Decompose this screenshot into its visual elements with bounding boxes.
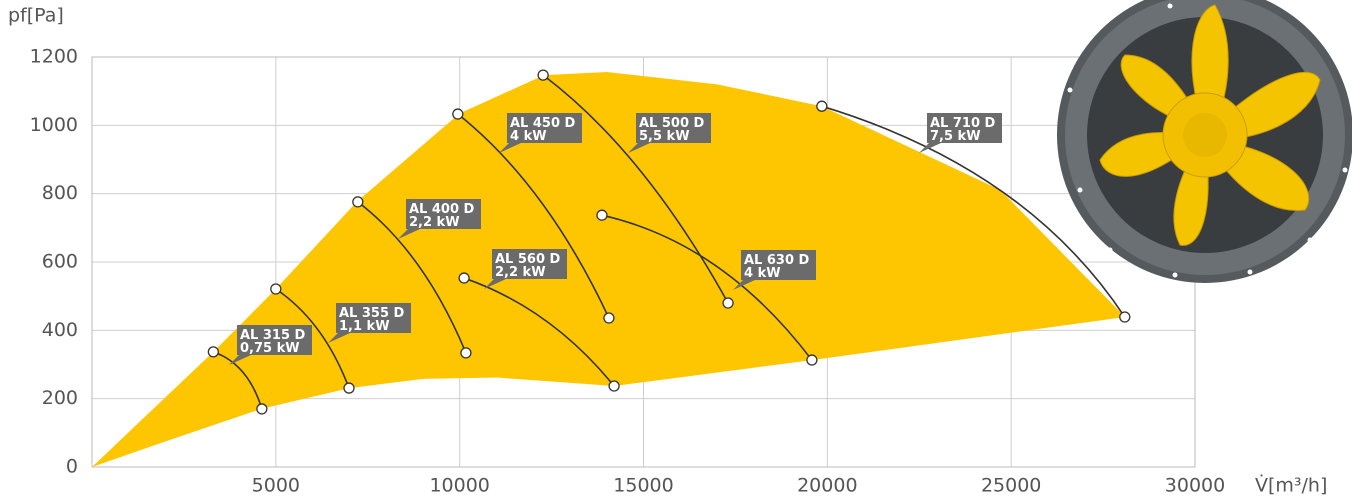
label-box: [484, 249, 567, 289]
x-tick-label: 25000: [981, 475, 1041, 497]
y-tick-label: 1200: [30, 46, 78, 68]
y-tick-label: 400: [42, 319, 78, 341]
x-tick-label: 5000: [252, 475, 300, 497]
curve-endpoint: [608, 380, 620, 392]
fan-curve: [213, 351, 263, 410]
curve-endpoint: [343, 382, 355, 394]
y-tick-label: 600: [42, 251, 78, 273]
fan-image: [1057, 0, 1352, 283]
x-tick-label: 10000: [429, 475, 489, 497]
label-box: [229, 325, 312, 365]
curve-endpoint: [207, 346, 219, 358]
y-tick-label: 0: [66, 456, 78, 478]
curve-endpoint: [722, 297, 734, 309]
curve-endpoint: [452, 108, 464, 120]
curve-power: 2,2 kW: [495, 265, 546, 280]
curve-name: AL 315 D: [240, 328, 306, 343]
curve-endpoint: [603, 312, 615, 324]
curve-endpoint: [256, 403, 268, 415]
curve-power: 5,5 kW: [639, 129, 690, 144]
curve-name: AL 500 D: [639, 116, 705, 131]
label-box: [628, 113, 711, 153]
y-tick-label: 200: [42, 387, 78, 409]
curve-name: AL 450 D: [510, 116, 576, 131]
label-box: [919, 113, 1002, 153]
fan-curve: [542, 74, 729, 304]
envelope-area: [92, 72, 1126, 468]
y-axis-label: pf[Pa]: [8, 5, 64, 27]
x-tick-label: 15000: [613, 475, 673, 497]
label-box: [398, 199, 481, 239]
curve-name: AL 630 D: [744, 253, 810, 268]
curve-endpoint: [352, 196, 364, 208]
label-box: [733, 250, 816, 290]
y-tick-label: 800: [42, 182, 78, 204]
curve-name: AL 560 D: [495, 252, 561, 267]
curve-endpoint: [816, 100, 828, 112]
fan-curve: [463, 277, 615, 387]
y-tick-label: 1000: [30, 114, 78, 136]
curve-endpoint: [460, 347, 472, 359]
curve-name: AL 400 D: [409, 202, 475, 217]
curve-power: 2,2 kW: [409, 215, 460, 230]
curve-endpoint: [537, 69, 549, 81]
x-tick-label: 30000: [1165, 475, 1225, 497]
curve-power: 7,5 kW: [930, 129, 981, 144]
curve-name: AL 355 D: [339, 306, 405, 321]
curve-endpoint: [806, 354, 818, 366]
curve-power: 4 kW: [510, 129, 547, 144]
curve-endpoint: [458, 272, 470, 284]
x-axis-label: V̇[m³/h]: [1255, 474, 1327, 496]
curve-power: 4 kW: [744, 266, 781, 281]
curve-name: AL 710 D: [930, 116, 996, 131]
fan-curve: [821, 105, 1126, 318]
x-tick-label: 20000: [797, 475, 857, 497]
fan-curve: [457, 113, 610, 319]
fan-curve: [601, 214, 813, 361]
curve-endpoint: [1119, 311, 1131, 323]
label-box: [499, 113, 582, 153]
curve-power: 1,1 kW: [339, 319, 390, 334]
curve-endpoint: [596, 209, 608, 221]
curve-power: 0,75 kW: [240, 341, 300, 356]
curve-endpoint: [270, 283, 282, 295]
label-box: [328, 303, 411, 343]
fan-curve: [357, 201, 467, 354]
fan-curve: [275, 288, 350, 389]
